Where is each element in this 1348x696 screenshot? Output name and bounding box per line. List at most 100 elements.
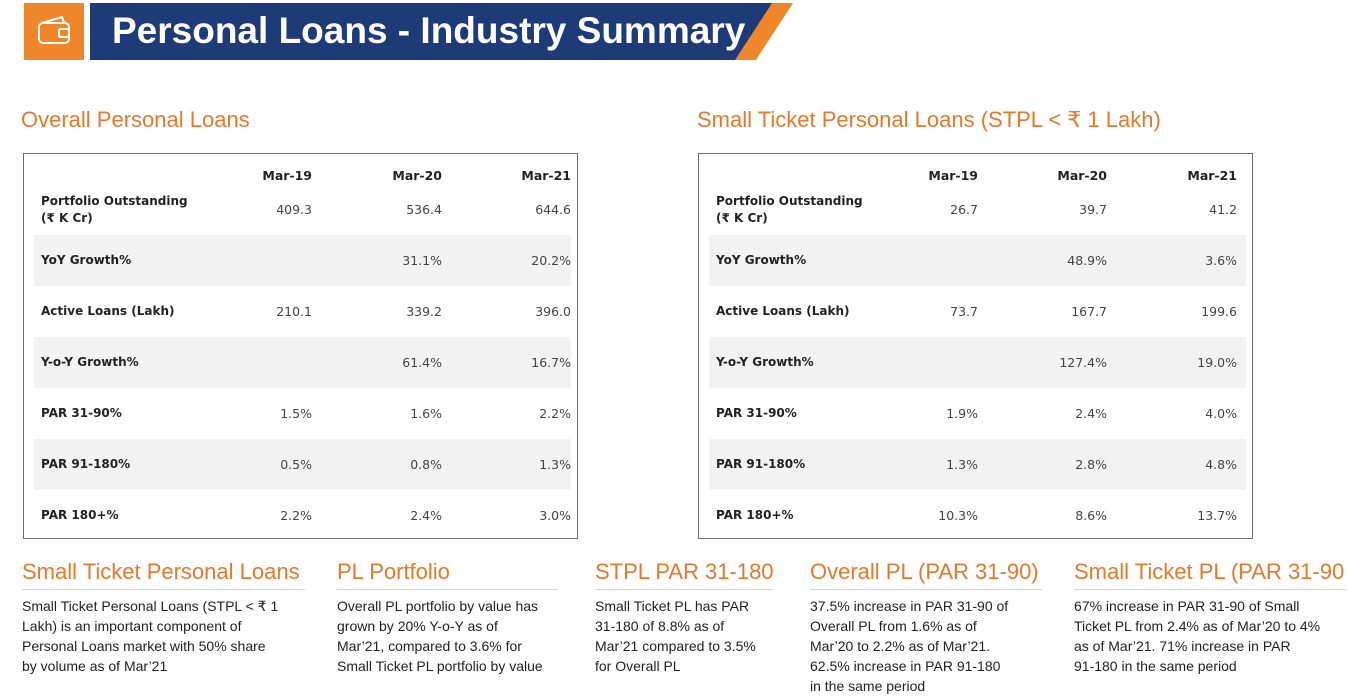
row-label: Portfolio Outstanding (₹ K Cr) [716,193,863,225]
cell-value: 1.9% [946,406,978,421]
summary-divider [810,589,1042,590]
row-label: PAR 180+% [41,508,119,522]
table-row: PAR 31-90% 1.9% 2.4% 4.0% [709,388,1246,439]
table-header: Mar-19 Mar-20 Mar-21 [699,154,1252,184]
cell-value: 48.9% [1067,253,1107,268]
cell-value: 31.1% [402,253,442,268]
row-label: Portfolio Outstanding (₹ K Cr) [41,193,188,225]
cell-value: 73.7 [950,304,978,319]
cell-value: 199.6 [1201,304,1237,319]
cell-value: 3.6% [1205,253,1237,268]
wallet-icon [36,15,72,49]
cell-value: 10.3% [938,508,978,523]
cell-value: 19.0% [1197,355,1237,370]
stpl-table: Mar-19 Mar-20 Mar-21 Portfolio Outstandi… [698,153,1253,539]
column-header: Mar-21 [521,168,571,183]
row-label: PAR 91-180% [41,457,131,471]
overall-pl-table: Mar-19 Mar-20 Mar-21 Portfolio Outstandi… [23,153,578,539]
row-label: PAR 91-180% [716,457,806,471]
cell-value: 61.4% [402,355,442,370]
row-label: YoY Growth% [716,253,807,267]
cell-value: 409.3 [276,202,312,217]
cell-value: 2.8% [1075,457,1107,472]
cell-value: 20.2% [531,253,571,268]
table-row: PAR 31-90% 1.5% 1.6% 2.2% [34,388,571,439]
cell-value: 1.3% [539,457,571,472]
summary-title-pl-portfolio: PL Portfolio [337,559,450,584]
summary-title-overall-par: Overall PL (PAR 31-90) [810,559,1039,584]
cell-value: 1.6% [410,406,442,421]
cell-value: 3.0% [539,508,571,523]
row-label: Active Loans (Lakh) [716,304,850,318]
table-row: Active Loans (Lakh) 73.7 167.7 199.6 [709,286,1246,337]
cell-value: 2.2% [539,406,571,421]
cell-value [232,235,312,286]
table-row: PAR 180+% 10.3% 8.6% 13.7% [709,490,1246,541]
summary-text-stpl-par: Small Ticket PL has PAR 31-180 of 8.8% a… [595,598,756,674]
row-label: Active Loans (Lakh) [41,304,175,318]
table-header: Mar-19 Mar-20 Mar-21 [24,154,577,184]
table-row: YoY Growth% 31.1% 20.2% [34,235,571,286]
cell-value: 2.4% [1075,406,1107,421]
summary-divider [595,589,773,590]
stpl-title: Small Ticket Personal Loans (STPL < ₹ 1 … [697,107,1161,132]
column-header: Mar-20 [392,168,442,183]
summary-divider [1074,589,1346,590]
cell-value [898,337,978,388]
summary-title-stpl: Small Ticket Personal Loans [22,559,300,584]
table-row: Active Loans (Lakh) 210.1 339.2 396.0 [34,286,571,337]
summary-text-small-ticket-par: 67% increase in PAR 31-90 of Small Ticke… [1074,598,1321,674]
cell-value: 4.0% [1205,406,1237,421]
header-icon-box [24,3,84,60]
summary-text-stpl: Small Ticket Personal Loans (STPL < ₹ 1 … [22,598,279,674]
row-label: Y-o-Y Growth% [716,355,814,369]
table-row: PAR 91-180% 0.5% 0.8% 1.3% [34,439,571,490]
cell-value: 8.6% [1075,508,1107,523]
table-row: Portfolio Outstanding (₹ K Cr) 409.3 536… [34,184,571,235]
table-row: PAR 91-180% 1.3% 2.8% 4.8% [709,439,1246,490]
cell-value: 644.6 [535,202,571,217]
summary-title-stpl-par: STPL PAR 31-180 [595,559,774,584]
table-row: Y-o-Y Growth% 61.4% 16.7% [34,337,571,388]
summary-title-small-ticket-par: Small Ticket PL (PAR 31-90 [1074,559,1345,584]
row-label: PAR 31-90% [41,406,122,420]
cell-value: 16.7% [531,355,571,370]
cell-value: 41.2 [1209,202,1237,217]
cell-value: 396.0 [535,304,571,319]
summary-divider [22,589,305,590]
cell-value: 26.7 [950,202,978,217]
column-header: Mar-20 [1057,168,1107,183]
row-label: PAR 31-90% [716,406,797,420]
table-row: PAR 180+% 2.2% 2.4% 3.0% [34,490,571,541]
cell-value: 1.3% [946,457,978,472]
cell-value: 339.2 [406,304,442,319]
cell-value: 2.2% [280,508,312,523]
summary-text-overall-par: 37.5% increase in PAR 31-90 of Overall P… [810,598,1009,694]
column-header: Mar-19 [928,168,978,183]
cell-value: 0.8% [410,457,442,472]
row-label: PAR 180+% [716,508,794,522]
page-title: Personal Loans - Industry Summary [112,10,746,51]
header-banner [90,3,780,60]
cell-value: 127.4% [1059,355,1107,370]
cell-value: 210.1 [276,304,312,319]
summary-divider [337,589,558,590]
cell-value: 39.7 [1079,202,1107,217]
summary-text-pl-portfolio: Overall PL portfolio by value has grown … [337,598,543,674]
cell-value: 1.5% [280,406,312,421]
row-label: Y-o-Y Growth% [41,355,139,369]
cell-value [898,235,978,286]
row-label: YoY Growth% [41,253,132,267]
cell-value: 167.7 [1071,304,1107,319]
cell-value: 2.4% [410,508,442,523]
cell-value [232,337,312,388]
cell-value: 13.7% [1197,508,1237,523]
table-row: Y-o-Y Growth% 127.4% 19.0% [709,337,1246,388]
cell-value: 536.4 [406,202,442,217]
overall-pl-title: Overall Personal Loans [21,107,250,132]
table-row: Portfolio Outstanding (₹ K Cr) 26.7 39.7… [709,184,1246,235]
table-row: YoY Growth% 48.9% 3.6% [709,235,1246,286]
cell-value: 0.5% [280,457,312,472]
cell-value: 4.8% [1205,457,1237,472]
column-header: Mar-19 [262,168,312,183]
